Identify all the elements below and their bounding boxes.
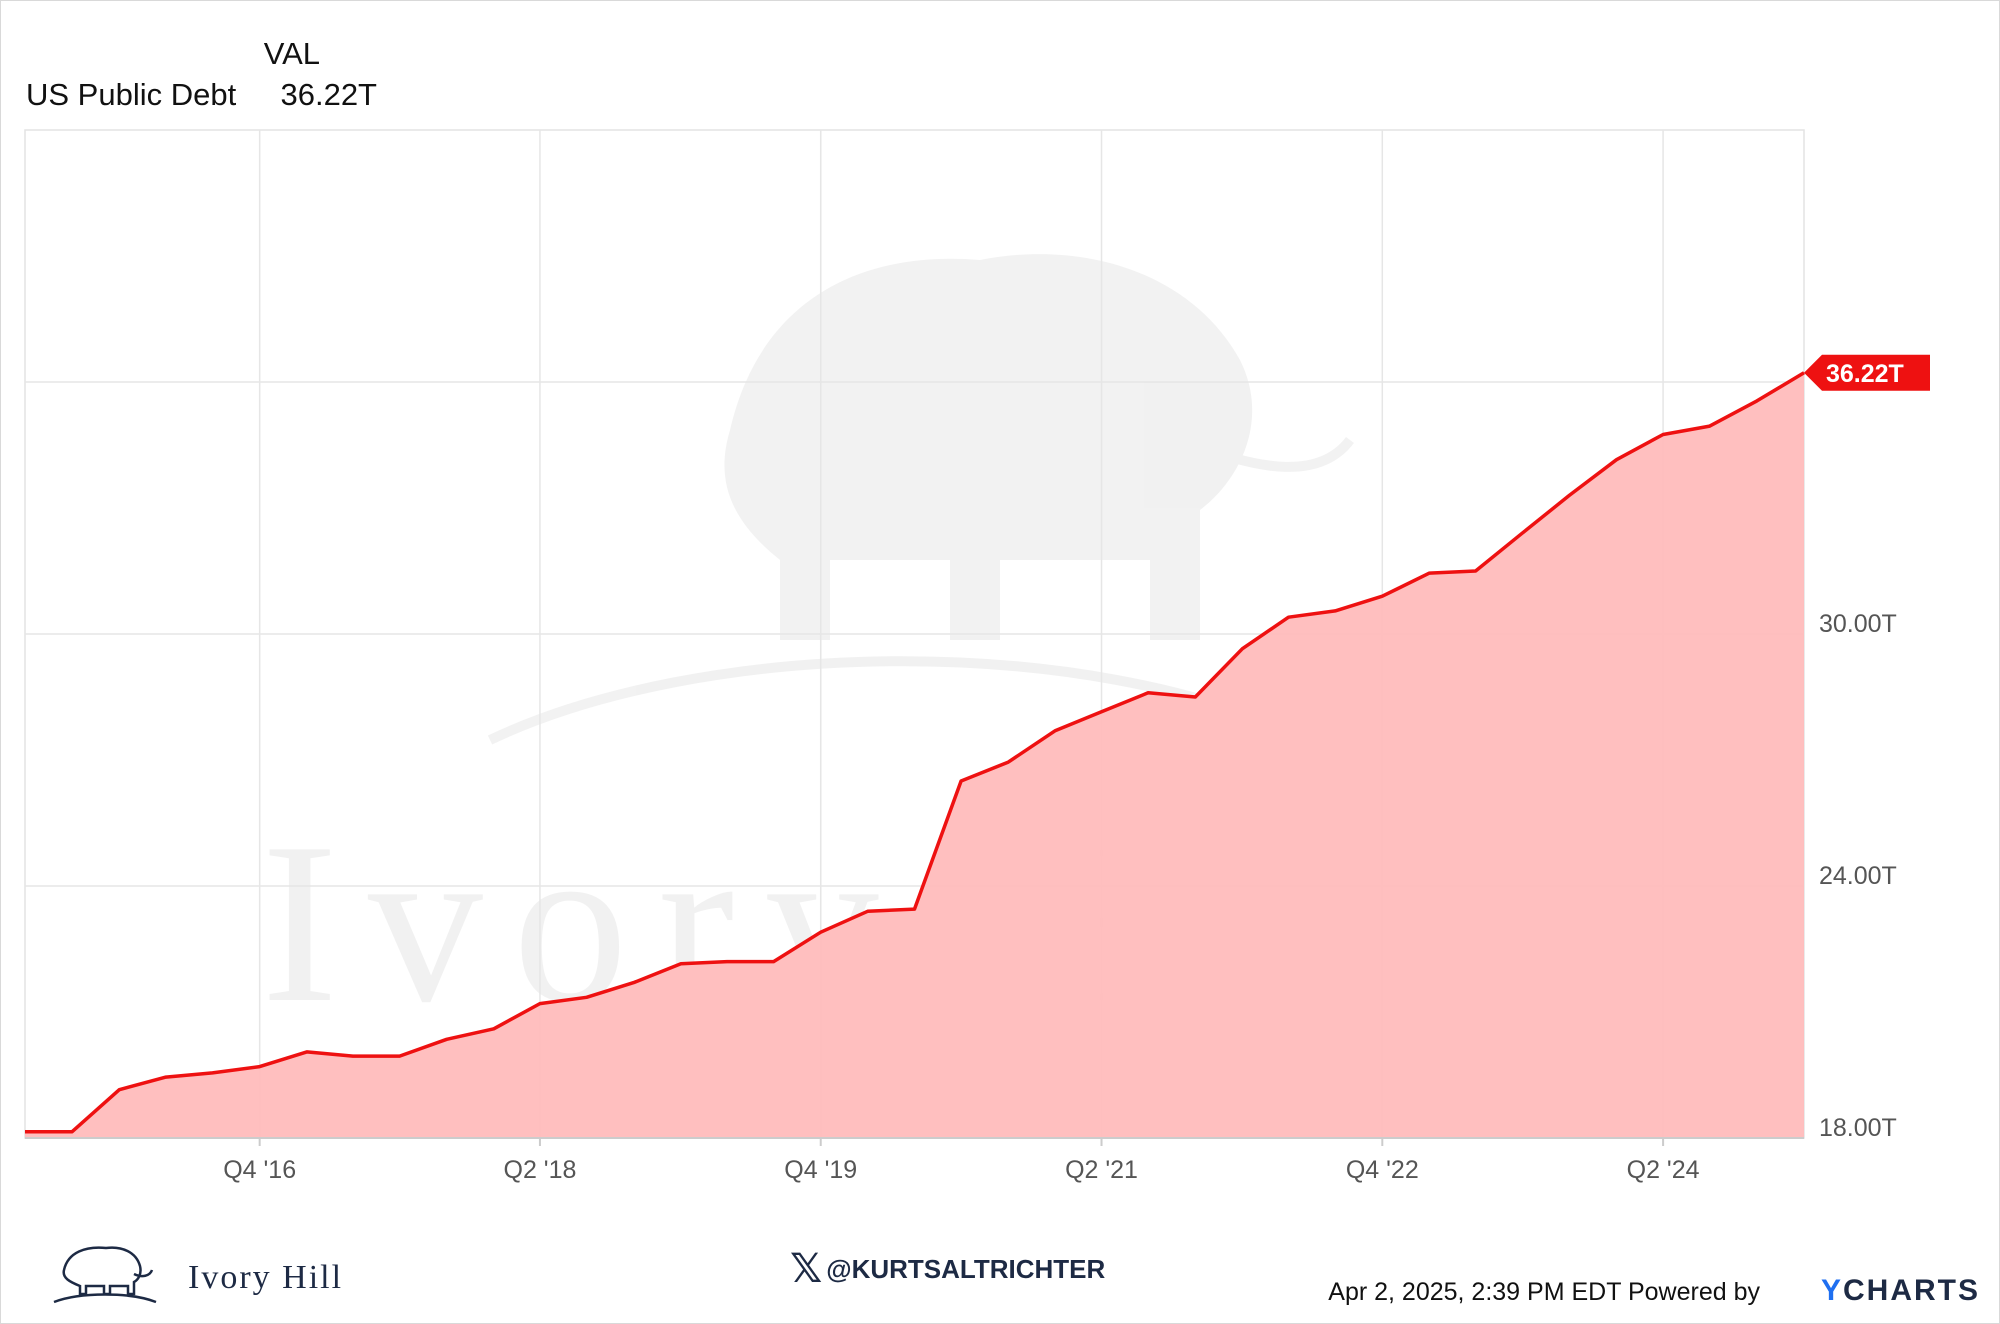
x-tick-label: Q2 '24 (1627, 1156, 1700, 1184)
series-area (25, 372, 1804, 1138)
footer-timestamp: Apr 2, 2025, 2:39 PM EDT Powered by (1328, 1278, 1760, 1306)
handle-text: @KURTSALTRICHTER (826, 1253, 1106, 1284)
x-tick-label: Q2 '21 (1065, 1156, 1138, 1184)
last-value-flag (1804, 354, 1930, 391)
x-tick-label: Q4 '19 (784, 1156, 857, 1184)
x-tick-label: Q2 '18 (504, 1156, 577, 1184)
legend-series-value: 36.22T (280, 77, 377, 112)
last-value-label: 36.22T (1826, 360, 1904, 388)
y-tick-label: 24.00T (1819, 862, 1897, 890)
social-handle[interactable]: 𝕏 @KURTSALTRICHTER (790, 1246, 1105, 1292)
y-tick-label: 30.00T (1819, 610, 1897, 638)
legend-series-name: US Public Debt (26, 77, 237, 112)
elephant-icon (53, 1246, 157, 1304)
brand-name: Ivory Hill (188, 1259, 344, 1296)
x-logo-icon: 𝕏 (790, 1247, 823, 1291)
brand-logo: Ivory Hill (50, 1236, 343, 1306)
y-tick-label: 18.00T (1819, 1114, 1897, 1142)
x-tick-label: Q4 '22 (1346, 1156, 1419, 1184)
legend-column-header: VAL (263, 36, 320, 71)
ycharts-logo[interactable]: YCHARTS (1820, 1274, 1980, 1307)
x-tick-label: Q4 '16 (223, 1156, 296, 1184)
